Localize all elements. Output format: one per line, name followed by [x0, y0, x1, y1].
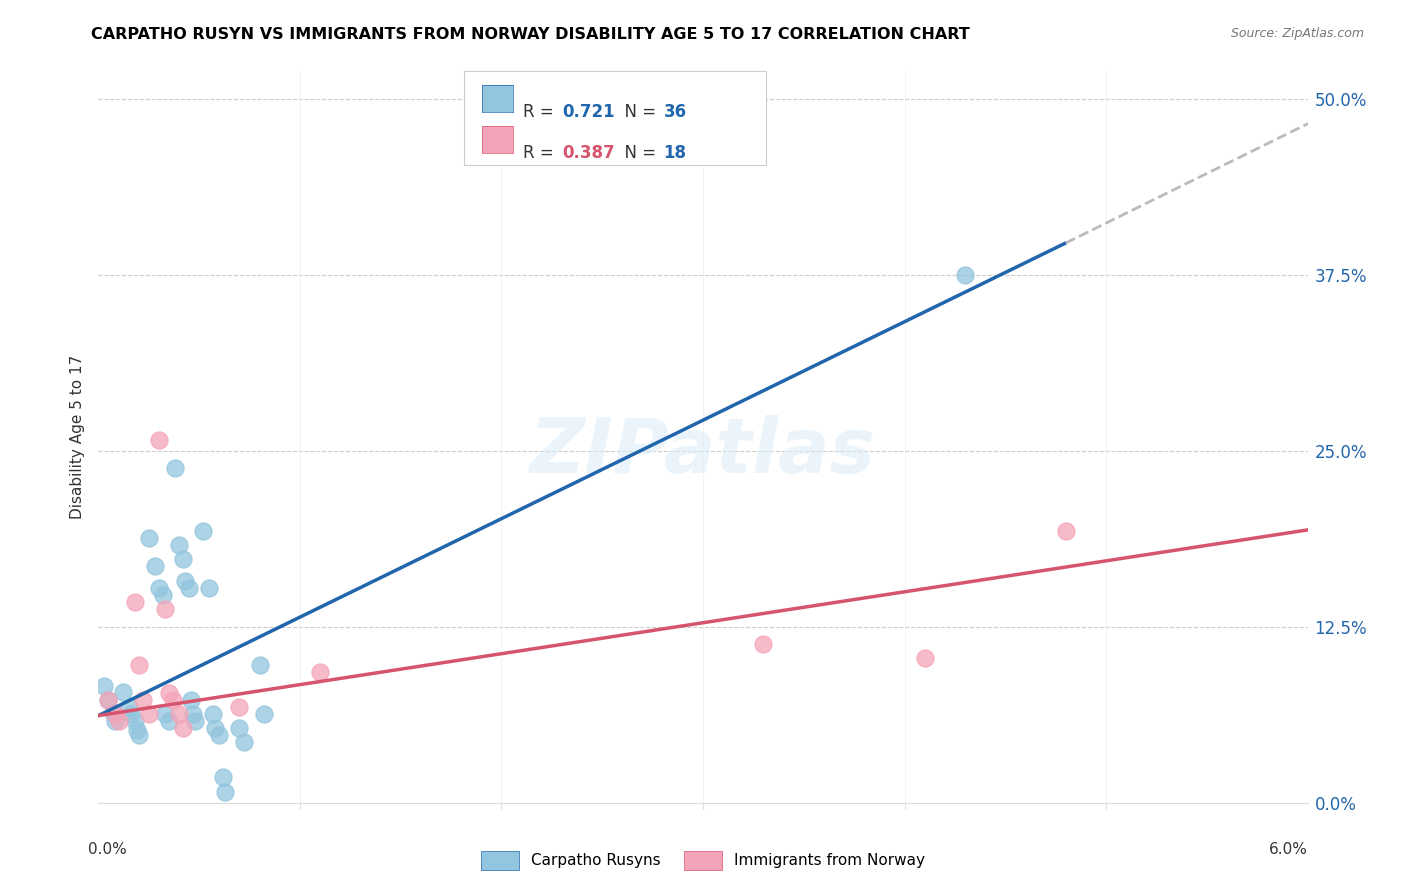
Point [111, 684, 134, 698]
Point [228, 700, 250, 714]
Point [167, 538, 190, 552]
Point [97, 693, 120, 707]
Text: ZIPatlas: ZIPatlas [530, 415, 876, 489]
Point [193, 524, 215, 539]
Text: 0.721: 0.721 [562, 103, 614, 121]
Point [97, 693, 120, 707]
Point [128, 657, 150, 672]
Point [204, 721, 226, 735]
Point [202, 707, 225, 722]
Point [128, 728, 150, 742]
Point [174, 574, 197, 588]
Text: 18: 18 [664, 145, 686, 162]
Text: 36: 36 [664, 103, 686, 121]
Point [214, 784, 236, 798]
Point [249, 657, 271, 672]
Point [132, 693, 155, 707]
Point [120, 707, 142, 722]
Point [118, 700, 141, 714]
Point [184, 714, 207, 729]
Point [208, 728, 231, 742]
Point [103, 707, 125, 722]
Point [232, 735, 254, 749]
Point [153, 601, 176, 615]
Point [198, 581, 221, 595]
Point [152, 588, 174, 602]
Point [101, 706, 124, 720]
Text: 6.0%: 6.0% [1268, 842, 1308, 857]
Point [153, 707, 176, 722]
Point [309, 665, 332, 679]
Point [953, 268, 976, 283]
Point [138, 532, 160, 546]
Point [125, 723, 148, 737]
Text: 0.0%: 0.0% [89, 842, 127, 857]
Text: CARPATHO RUSYN VS IMMIGRANTS FROM NORWAY DISABILITY AGE 5 TO 17 CORRELATION CHAR: CARPATHO RUSYN VS IMMIGRANTS FROM NORWAY… [91, 27, 970, 42]
Point [162, 693, 184, 707]
Text: R =: R = [523, 103, 560, 121]
Point [148, 581, 170, 595]
Point [180, 693, 202, 707]
Point [1054, 524, 1077, 539]
Point [124, 714, 146, 729]
Text: N =: N = [614, 145, 662, 162]
Point [157, 686, 180, 700]
Point [253, 707, 276, 722]
Point [107, 714, 129, 729]
Point [157, 714, 180, 729]
Point [93, 679, 115, 693]
Point [143, 559, 166, 574]
Text: N =: N = [614, 103, 662, 121]
Legend: Carpatho Rusyns, Immigrants from Norway: Carpatho Rusyns, Immigrants from Norway [475, 845, 931, 876]
Point [228, 721, 250, 735]
Point [212, 771, 235, 785]
Point [179, 581, 201, 595]
Y-axis label: Disability Age 5 to 17: Disability Age 5 to 17 [69, 355, 84, 519]
Text: 0.387: 0.387 [562, 145, 614, 162]
Point [172, 721, 194, 735]
Point [181, 707, 204, 722]
Point [914, 651, 936, 665]
Point [752, 637, 775, 651]
Point [172, 552, 194, 566]
Text: R =: R = [523, 145, 560, 162]
Point [163, 461, 186, 475]
Point [138, 707, 160, 722]
Point [124, 595, 146, 609]
Point [103, 714, 125, 729]
Text: Source: ZipAtlas.com: Source: ZipAtlas.com [1230, 27, 1364, 40]
Point [148, 433, 170, 447]
Point [167, 707, 190, 722]
